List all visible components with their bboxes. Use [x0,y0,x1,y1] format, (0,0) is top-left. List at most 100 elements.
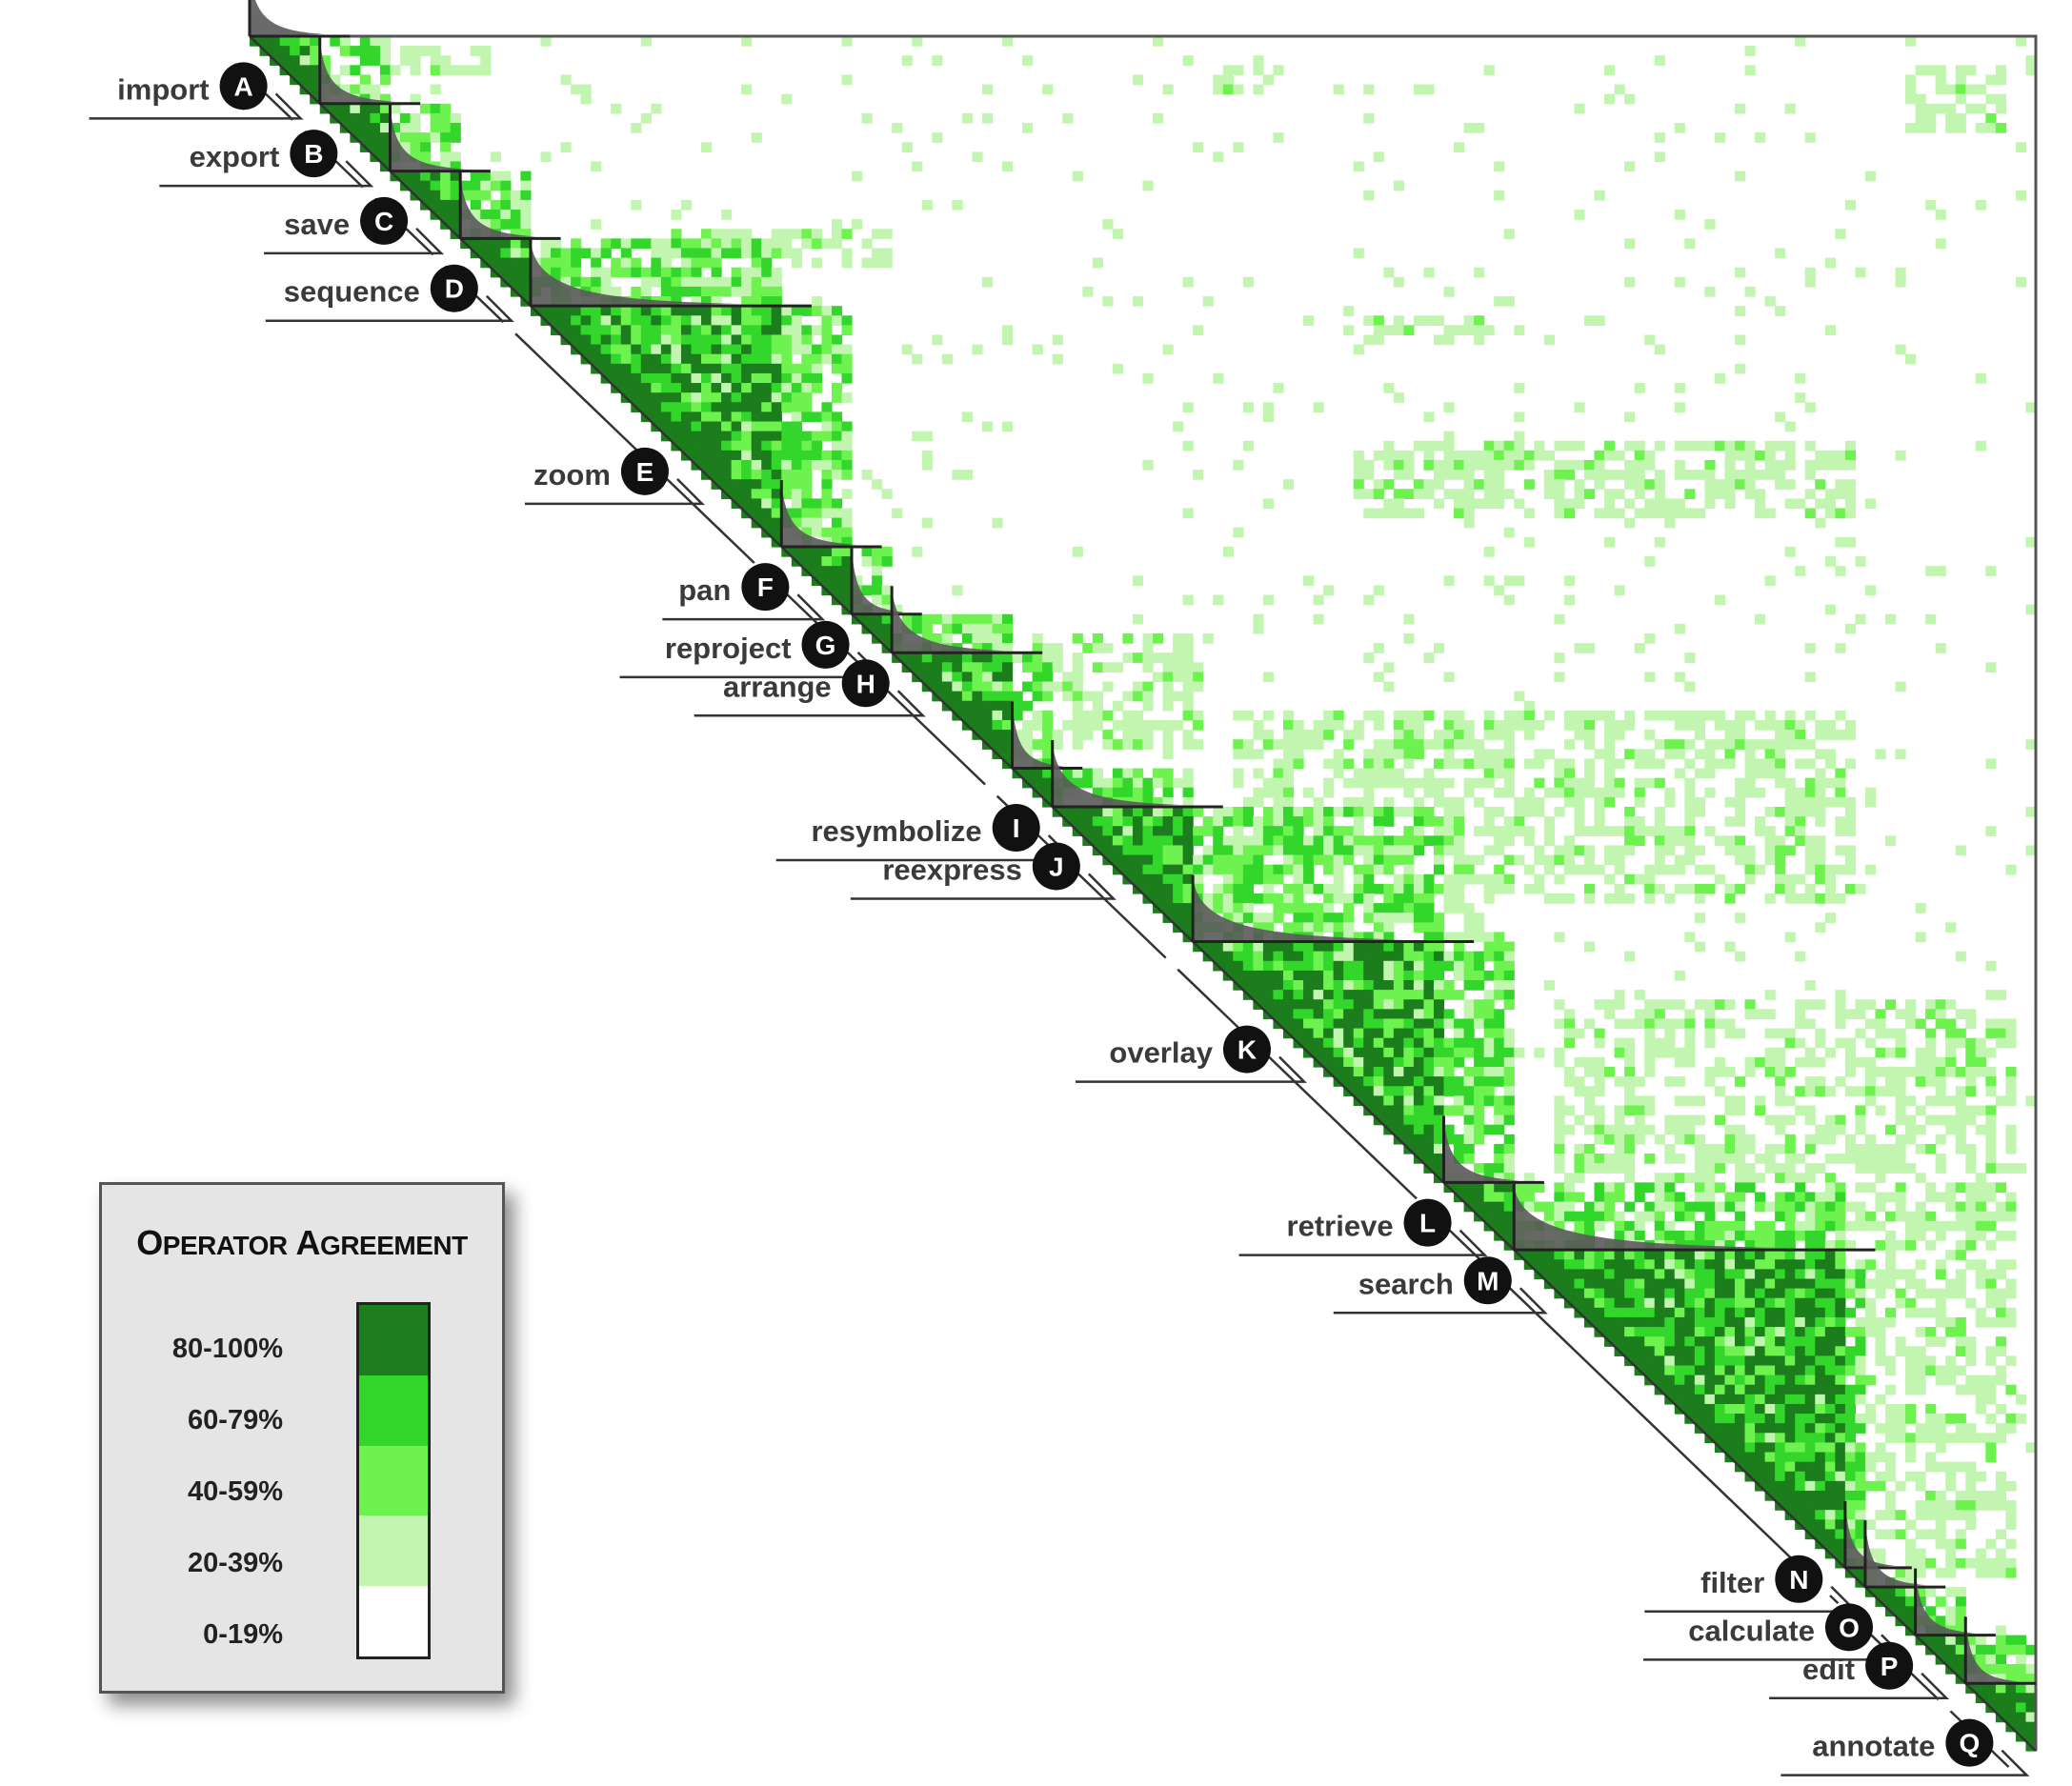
heatmap-cell [972,672,983,683]
heatmap-cell [1724,1327,1736,1337]
heatmap-cell [1313,1009,1324,1020]
heatmap-cell [1724,1336,1736,1347]
heatmap-cell [1694,1230,1705,1241]
heatmap-cell [1233,749,1244,760]
heatmap-cell [1454,470,1465,480]
heatmap-cell [1383,1028,1395,1039]
heatmap-cell [1714,1394,1726,1405]
heatmap-cell [1664,787,1676,798]
heatmap-cell [1403,632,1415,644]
heatmap-cell [1684,835,1696,847]
heatmap-cell [1945,1480,1957,1492]
heatmap-cell [1744,739,1756,750]
heatmap-cell [1242,845,1254,856]
heatmap-cell [1604,508,1616,519]
heatmap-cell [972,643,983,653]
heatmap-cell [1824,1480,1836,1492]
heatmap-cell [580,334,592,346]
heatmap-cell [1775,1384,1786,1395]
heatmap-cell [1734,171,1746,182]
heatmap-cell [1855,1288,1866,1299]
heatmap-cell [1915,1346,1926,1356]
heatmap-cell [1323,835,1335,847]
heatmap-cell [1764,1250,1776,1260]
heatmap-cell [1313,951,1324,962]
heatmap-cell [1503,883,1515,894]
heatmap-cell [2005,1538,2017,1550]
heatmap-cell [1724,1288,1736,1299]
heatmap-cell [651,257,662,269]
heatmap-cell [470,210,481,220]
heatmap-cell [1965,1230,1977,1241]
heatmap-cell [1815,768,1826,779]
heatmap-cell [1955,1538,1966,1550]
heatmap-cell [1674,1278,1685,1290]
heatmap-cell [1262,710,1275,721]
heatmap-cell [1884,1461,1897,1473]
heatmap-cell [1474,498,1485,510]
heatmap-cell [751,508,762,519]
heatmap-cell [1714,1297,1726,1309]
heatmap-cell [1353,1018,1364,1030]
heatmap-cell [1684,719,1696,731]
heatmap-cell [470,171,481,182]
heatmap-cell [1884,1452,1897,1463]
heatmap-cell [1724,835,1736,847]
heatmap-cell [1844,1490,1856,1501]
heatmap-cell [1433,1143,1445,1154]
heatmap-cell [1714,758,1726,770]
heatmap-cell [1724,479,1736,490]
heatmap-cell [1213,372,1224,384]
heatmap-cell [1915,123,1926,133]
heatmap-cell [1724,1365,1736,1376]
heatmap-cell [2015,36,2027,47]
heatmap-cell [1624,238,1636,250]
heatmap-cell [1393,470,1404,480]
heatmap-cell [1925,1307,1937,1318]
heatmap-cell [1844,489,1856,499]
heatmap-cell [1734,1297,1746,1309]
heatmap-cell [1804,1461,1816,1473]
heatmap-cell [1293,845,1304,856]
heatmap-cell [1654,1134,1665,1145]
heatmap-cell [1373,749,1384,760]
heatmap-cell [1844,854,1856,866]
heatmap-cell [1664,1192,1676,1203]
heatmap-cell [1654,826,1665,836]
heatmap-cell [1173,845,1184,856]
heatmap-cell [1554,854,1565,866]
heatmap-cell [1363,806,1375,817]
heatmap-cell [680,421,693,432]
heatmap-cell [1704,710,1716,721]
heatmap-cell [1474,932,1485,943]
heatmap-cell [1624,1316,1636,1328]
heatmap-cell [1042,672,1054,683]
heatmap-cell [1714,1250,1726,1260]
heatmap-cell [1804,787,1816,798]
heatmap-cell [1383,864,1395,875]
heatmap-cell [1804,1134,1816,1145]
heatmap-cell [1714,1240,1726,1251]
heatmap-cell [1604,1009,1616,1020]
heatmap-cell [379,65,392,76]
heatmap-cell [1664,1173,1676,1183]
heatmap-cell [1955,1414,1966,1424]
heatmap-cell [1844,1461,1856,1473]
heatmap-cell [1574,1173,1585,1183]
heatmap-cell [1815,1307,1826,1318]
heatmap-cell [1945,1327,1957,1337]
heatmap-cell [1624,835,1636,847]
heatmap-cell [1242,276,1254,288]
heatmap-cell [350,103,361,114]
heatmap-cell [1293,758,1304,770]
heatmap-cell [1704,1403,1716,1415]
heatmap-cell [1242,903,1254,913]
heatmap-cell [1313,613,1324,625]
heatmap-cell [1554,768,1565,779]
heatmap-cell [1222,864,1234,875]
heatmap-cell [801,383,813,393]
heatmap-cell [359,123,371,133]
heatmap-cell [751,402,762,412]
heatmap-cell [1674,1173,1685,1183]
heatmap-cell [510,276,522,288]
